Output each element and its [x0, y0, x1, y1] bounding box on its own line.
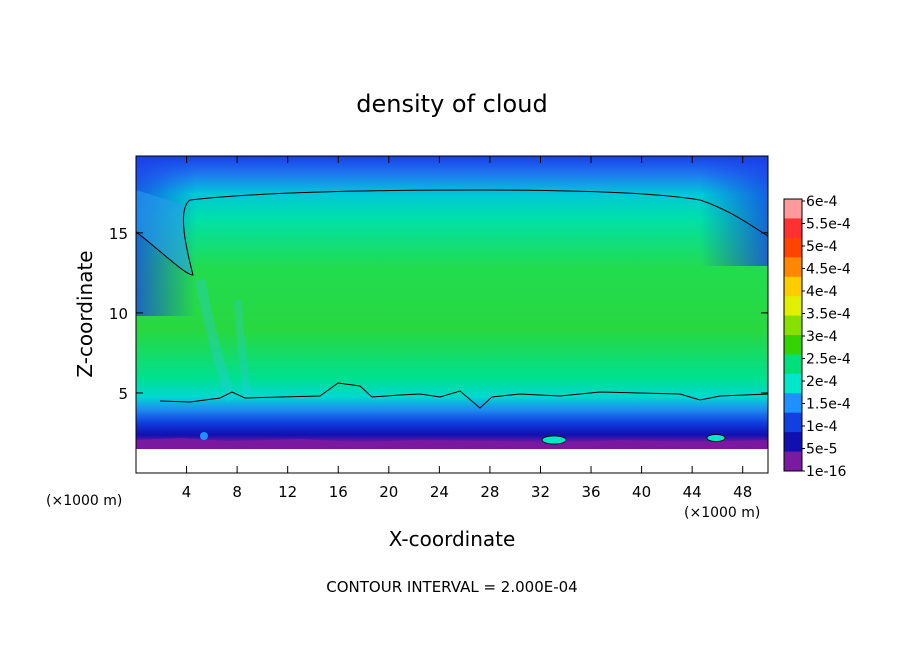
- x-tick-label: 32: [531, 483, 550, 501]
- colorbar-segment: [784, 412, 802, 433]
- colorbar-label: 3e-4: [806, 329, 838, 345]
- x-tick-label: 48: [733, 483, 752, 501]
- x-tick-label: 4: [182, 483, 192, 501]
- x-axis-label: X-coordinate: [389, 527, 516, 551]
- field-gradient: [136, 156, 768, 473]
- colorbar-label: 4e-4: [806, 284, 838, 300]
- x-unit-left: (×1000 m): [46, 493, 122, 509]
- cloud-base-band: [136, 438, 768, 452]
- x-tick-label: 8: [232, 483, 242, 501]
- x-tick-label: 28: [480, 483, 499, 501]
- clear-air-region: [136, 449, 768, 473]
- colorbar-frame: [783, 198, 803, 472]
- cell-32km: [541, 435, 567, 445]
- colorbar-label: 5e-4: [806, 239, 838, 255]
- colorbar-segment: [784, 432, 802, 453]
- colorbar-segment: [784, 451, 802, 472]
- contour-upper: [136, 189, 768, 276]
- streak-1: [195, 279, 237, 402]
- colorbar-label: 4.5e-4: [806, 262, 851, 278]
- y-tick-label: 15: [109, 225, 128, 243]
- contour-lower: [159, 382, 768, 409]
- x-tick-label: 20: [379, 483, 398, 501]
- contour-interval-note: CONTOUR INTERVAL = 2.000E-04: [326, 578, 577, 596]
- colorbar-label: 5.5e-4: [806, 217, 851, 233]
- colorbar-label: 2e-4: [806, 374, 838, 390]
- colorbar-label: 1.5e-4: [806, 397, 851, 413]
- x-tick-label: 16: [329, 483, 348, 501]
- right-edge-shade: [700, 156, 768, 266]
- colorbar-segment: [784, 354, 802, 375]
- colorbar-label: 1e-16: [806, 464, 846, 480]
- y-axis: 5 10 15: [109, 225, 768, 403]
- colorbar-segment: [784, 373, 802, 394]
- colorbar-segment: [784, 315, 802, 336]
- x-axis: 4 8 12 16 20 24 28 32 36 40 44 48: [182, 156, 752, 501]
- colorbar-segment: [784, 393, 802, 414]
- colorbar-segment: [784, 335, 802, 355]
- x-tick-label: 12: [278, 483, 297, 501]
- colorbar-segment: [784, 237, 802, 258]
- x-tick-label: 44: [683, 483, 702, 501]
- cell-46km: [706, 434, 726, 442]
- density-field: [136, 156, 768, 473]
- y-tick-label: 10: [109, 305, 128, 323]
- chart-title: density of cloud: [356, 90, 547, 118]
- streak-2: [234, 299, 252, 397]
- colorbar-label: 1e-4: [806, 419, 838, 435]
- colorbar-label: 6e-4: [806, 194, 838, 210]
- colorbar-segment: [784, 199, 802, 219]
- colorbar-segment: [784, 257, 802, 278]
- colorbar: 6e-4 5.5e-4 5e-4 4.5e-4 4e-4 3.5e-4 3e-4 2.5e-4…: [783, 194, 851, 480]
- cell-5km: [200, 432, 208, 440]
- y-axis-label: Z-coordinate: [73, 250, 97, 377]
- colorbar-label: 5e-5: [806, 442, 837, 458]
- x-tick-label: 24: [430, 483, 449, 501]
- colorbar-segment: [784, 296, 802, 317]
- x-unit-right: (×1000 m): [684, 505, 760, 521]
- y-tick-label: 5: [118, 385, 128, 403]
- colorbar-label: 3.5e-4: [806, 307, 851, 323]
- colorbar-label: 2.5e-4: [806, 352, 851, 368]
- plot-frame: [135, 155, 769, 474]
- x-tick-label: 36: [581, 483, 600, 501]
- colorbar-segment: [784, 218, 802, 239]
- colorbar-segment: [784, 276, 802, 297]
- x-tick-label: 40: [632, 483, 651, 501]
- left-plume-shade: [136, 190, 192, 276]
